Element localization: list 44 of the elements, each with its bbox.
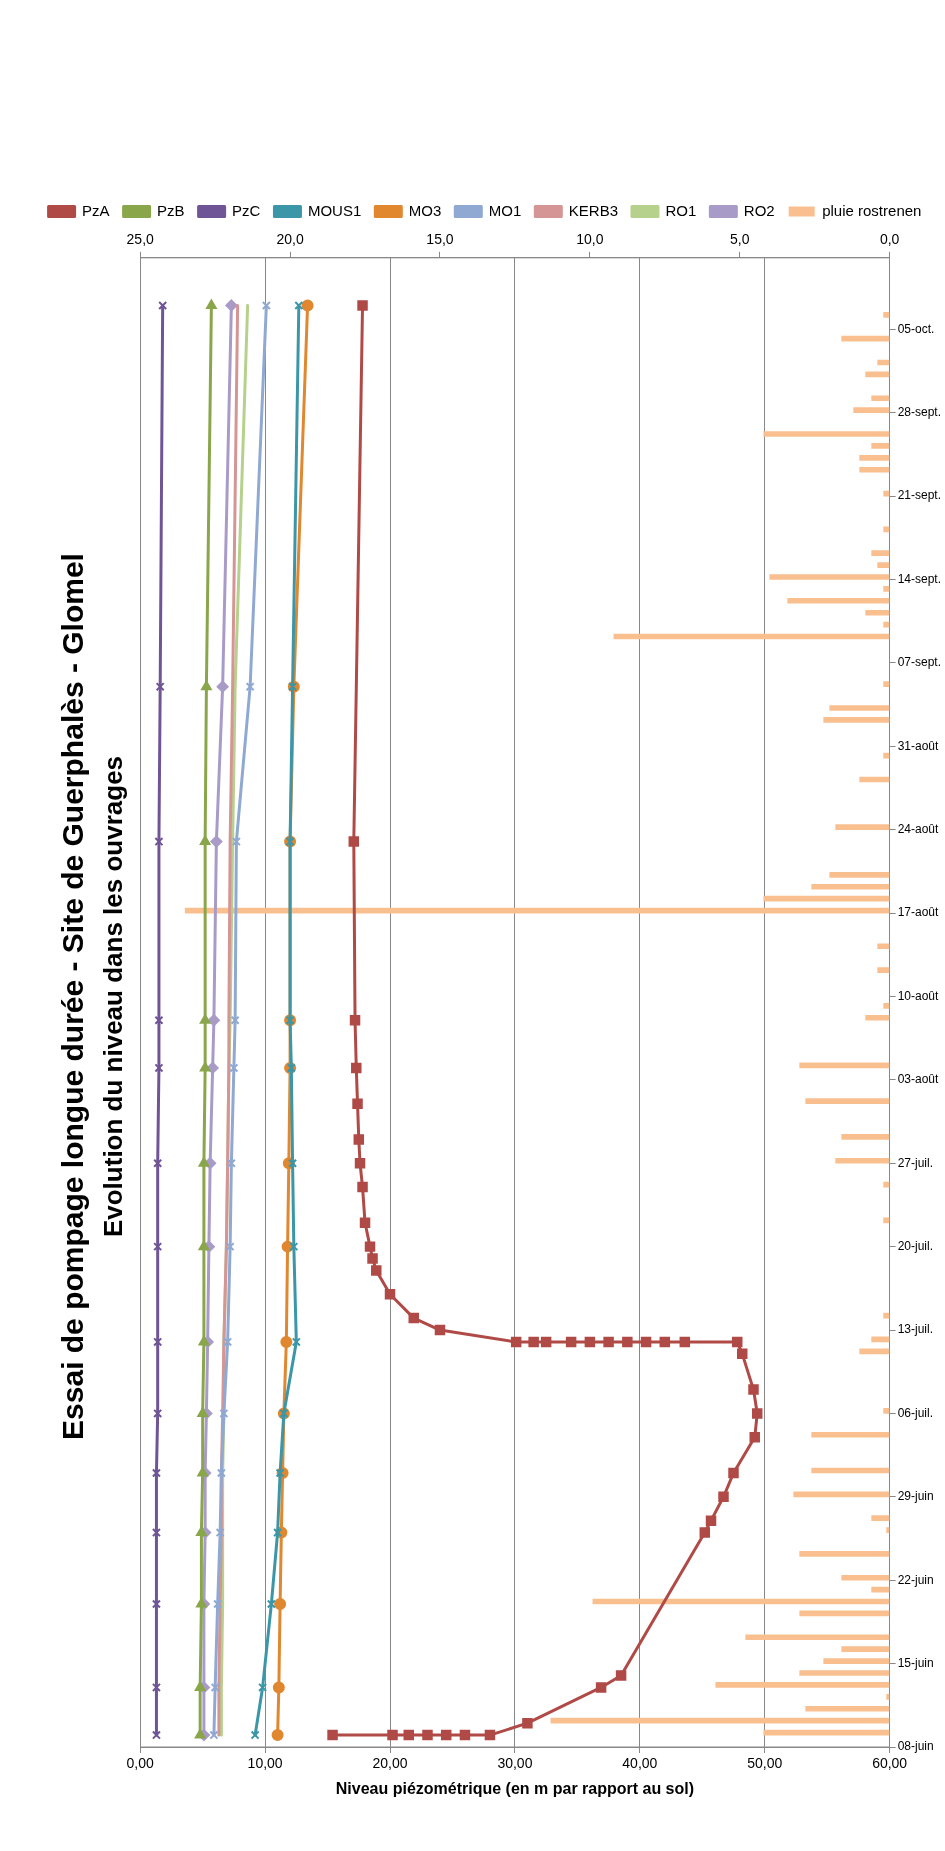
x-tick-label: 0,00 xyxy=(126,1755,155,1772)
legend-label: PzB xyxy=(157,201,185,219)
x-tick-label: 40,00 xyxy=(622,1755,658,1772)
y-tick-label: 28-sept. xyxy=(897,404,941,419)
text: Essai de pompage longue durée - Site de Guerphalès - Glomel xyxy=(56,553,90,1440)
y-tick-label: 10-août xyxy=(897,988,940,1003)
x2-tick-label: 15,0 xyxy=(426,231,454,248)
y-tick-label: 15-juin xyxy=(897,1655,934,1670)
x-tick-label: 10,00 xyxy=(247,1755,283,1772)
x2-tick-label: 20,0 xyxy=(276,231,304,248)
legend-label: KERB3 xyxy=(568,201,619,219)
legend-label: MO1 xyxy=(488,201,522,219)
legend-label: MO3 xyxy=(408,201,442,219)
y-tick-label: 17-août xyxy=(897,905,940,920)
x2-tick-label: 25,0 xyxy=(126,231,155,248)
y-tick-label: 06-juil. xyxy=(897,1405,933,1420)
x-axis-title: Niveau piézométrique (en m par rapport au sol) xyxy=(335,1779,695,1797)
y-tick-label: 05-oct. xyxy=(897,321,935,336)
y-tick-label: 03-août xyxy=(897,1072,940,1087)
legend-label: PzA xyxy=(82,201,110,219)
legend-label: RO2 xyxy=(743,201,775,219)
y-tick-label: 29-juin xyxy=(897,1489,934,1504)
x-tick-label: 20,00 xyxy=(372,1755,408,1772)
x2-tick-label: 5,0 xyxy=(730,231,750,248)
y-tick-label: 31-août xyxy=(897,738,940,753)
y-tick-label: 24-août xyxy=(897,821,940,836)
x-tick-label: 30,00 xyxy=(497,1755,533,1772)
legend-label: PzC xyxy=(232,201,261,219)
legend-label: pluie rostrenen xyxy=(822,201,922,219)
y-tick-label: 27-juil. xyxy=(897,1155,933,1170)
x2-tick-label: 0,0 xyxy=(879,231,900,248)
text: Evolution du niveau dans les ouvrages xyxy=(97,755,128,1238)
y-tick-label: 14-sept. xyxy=(897,571,941,586)
legend-label: RO1 xyxy=(665,201,697,219)
legend-label: MOUS1 xyxy=(307,201,362,219)
y-tick-label: 20-juil. xyxy=(897,1238,933,1253)
y-tick-label: 13-juil. xyxy=(897,1322,933,1337)
y-tick-label: 07-sept. xyxy=(897,655,941,670)
x2-tick-label: 10,0 xyxy=(576,231,604,248)
y-tick-label: 22-juin xyxy=(897,1572,934,1587)
y-tick-label: 21-sept. xyxy=(897,488,941,503)
y-tick-label: 08-juin xyxy=(897,1739,934,1754)
x-tick-label: 60,00 xyxy=(872,1755,908,1772)
x-tick-label: 50,00 xyxy=(747,1755,783,1772)
